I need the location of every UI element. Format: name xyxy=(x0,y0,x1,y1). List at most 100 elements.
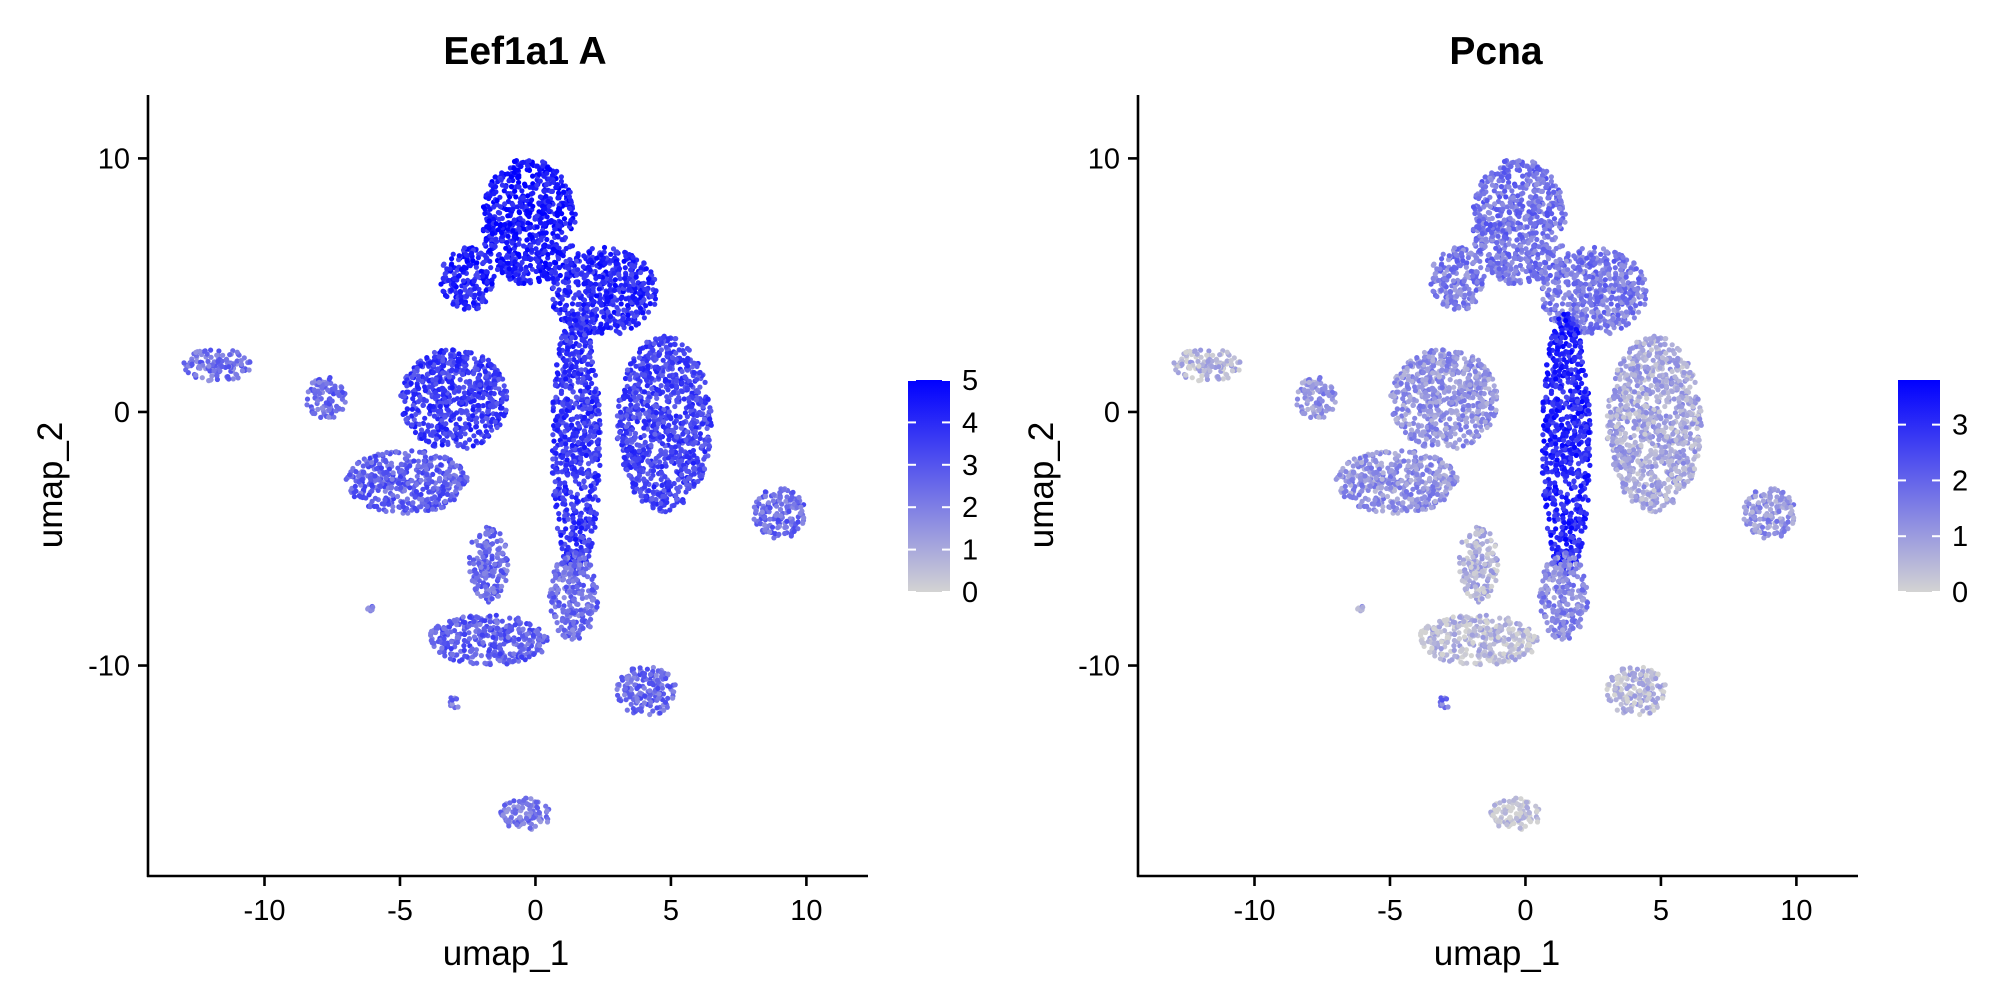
cell-point xyxy=(631,462,637,468)
cell-point xyxy=(589,260,595,266)
cell-point xyxy=(526,255,532,261)
cell-point xyxy=(659,685,666,691)
cell-point xyxy=(565,345,571,351)
cell-point xyxy=(447,266,453,272)
cell-point xyxy=(618,295,624,302)
cell-point xyxy=(455,443,461,449)
cell-point xyxy=(483,373,489,379)
cell-point xyxy=(495,209,501,216)
cell-point xyxy=(427,360,433,366)
cell-point xyxy=(508,184,514,190)
cell-point xyxy=(669,459,675,465)
cell-point xyxy=(485,385,491,391)
cell-point xyxy=(556,190,562,196)
cell-point xyxy=(666,373,673,379)
cell-point xyxy=(608,294,614,300)
cell-point xyxy=(643,450,650,456)
cell-point xyxy=(477,382,483,388)
cell-point xyxy=(559,211,565,217)
cell-point xyxy=(699,443,705,449)
cell-point xyxy=(569,243,576,249)
cell-point xyxy=(544,214,550,220)
cell-point xyxy=(449,385,455,391)
cell-point xyxy=(503,206,510,213)
cell-point xyxy=(573,318,579,324)
cell-point xyxy=(564,507,570,513)
cell-point xyxy=(411,391,417,397)
cell-point xyxy=(402,456,408,462)
cell-point xyxy=(572,590,578,596)
cell-point xyxy=(547,261,553,267)
cell-point xyxy=(554,276,561,282)
cell-point xyxy=(567,537,573,543)
cell-point xyxy=(651,341,657,347)
cell-point xyxy=(473,264,479,270)
cell-point xyxy=(418,431,424,438)
cell-point xyxy=(524,247,531,253)
cell-point xyxy=(414,365,420,371)
cell-point xyxy=(666,433,673,439)
cell-point xyxy=(522,183,528,189)
cell-point xyxy=(409,406,415,412)
cell-point xyxy=(578,271,584,277)
cell-point xyxy=(596,273,603,280)
cell-point xyxy=(480,357,486,363)
cell-point xyxy=(454,299,460,305)
cell-point xyxy=(409,478,415,484)
cell-point xyxy=(673,356,679,362)
cell-point xyxy=(527,262,534,269)
cell-point xyxy=(422,388,428,394)
cell-point xyxy=(470,443,476,449)
cell-point xyxy=(699,421,706,427)
cell-point xyxy=(424,355,430,361)
cell-point xyxy=(591,325,598,331)
cell-point xyxy=(654,395,660,401)
cell-point xyxy=(450,651,456,658)
cell-point xyxy=(647,711,653,718)
cell-point xyxy=(421,458,427,464)
cell-point xyxy=(550,456,556,462)
cell-point xyxy=(678,425,685,431)
cell-point xyxy=(430,443,436,449)
cell-point xyxy=(680,431,686,437)
cell-point xyxy=(578,534,584,540)
cell-point xyxy=(438,281,444,287)
cell-point xyxy=(554,182,561,188)
cell-point xyxy=(399,468,405,474)
cell-point xyxy=(640,360,646,367)
cell-point xyxy=(636,355,643,361)
cell-point xyxy=(564,290,570,296)
cell-point xyxy=(629,666,635,672)
cell-point xyxy=(530,632,536,638)
cell-point xyxy=(431,429,437,435)
cell-point xyxy=(504,254,510,260)
cell-point xyxy=(671,420,678,426)
cell-point xyxy=(451,497,457,503)
cell-point xyxy=(581,444,588,450)
cell-point xyxy=(552,226,558,232)
cell-point xyxy=(564,271,570,277)
cell-point xyxy=(402,398,408,404)
cell-point xyxy=(552,260,559,266)
cell-point xyxy=(494,424,500,431)
cell-point xyxy=(550,408,556,414)
cell-point xyxy=(566,284,572,290)
cell-point xyxy=(423,466,429,472)
cell-point xyxy=(488,265,494,271)
cell-point xyxy=(608,251,614,257)
cell-point xyxy=(588,544,594,550)
cell-point xyxy=(569,460,575,466)
cell-point xyxy=(642,481,649,487)
cell-point xyxy=(475,375,481,381)
cell-point xyxy=(505,562,511,568)
cell-point xyxy=(642,693,648,699)
cell-point xyxy=(697,431,704,437)
cell-point xyxy=(683,437,689,443)
cell-point xyxy=(516,174,522,180)
cell-point xyxy=(507,221,513,227)
cell-point xyxy=(426,438,432,444)
cell-point xyxy=(605,309,611,315)
cell-point xyxy=(647,671,654,678)
cell-point xyxy=(655,685,661,692)
cell-point xyxy=(697,473,703,479)
